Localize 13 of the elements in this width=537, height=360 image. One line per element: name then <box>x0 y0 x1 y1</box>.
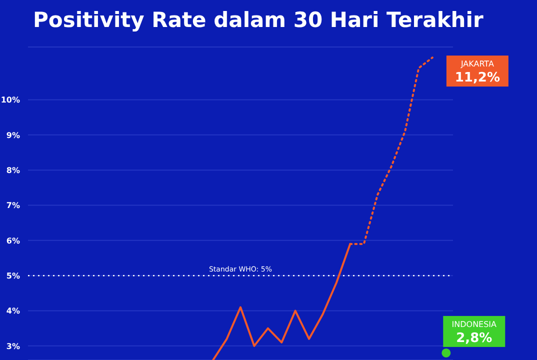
y-tick-label: 10% <box>0 96 20 105</box>
y-tick-label: 6% <box>6 236 20 246</box>
text: JAKARTA <box>460 60 494 69</box>
chart-title: Positivity Rate dalam 30 Hari Terakhir <box>33 8 484 32</box>
data-label: 11,2% <box>454 70 500 86</box>
y-tick-label: 5% <box>6 271 20 280</box>
y-tick-label: 4% <box>6 306 20 316</box>
text: INDONESIA <box>452 320 498 329</box>
y-tick-label: 9% <box>6 130 20 140</box>
y-tick-label: 3% <box>6 342 20 351</box>
data-label: 2,8% <box>456 330 492 346</box>
y-tick-label: 7% <box>6 201 20 210</box>
y-tick-label: 8% <box>6 166 20 175</box>
